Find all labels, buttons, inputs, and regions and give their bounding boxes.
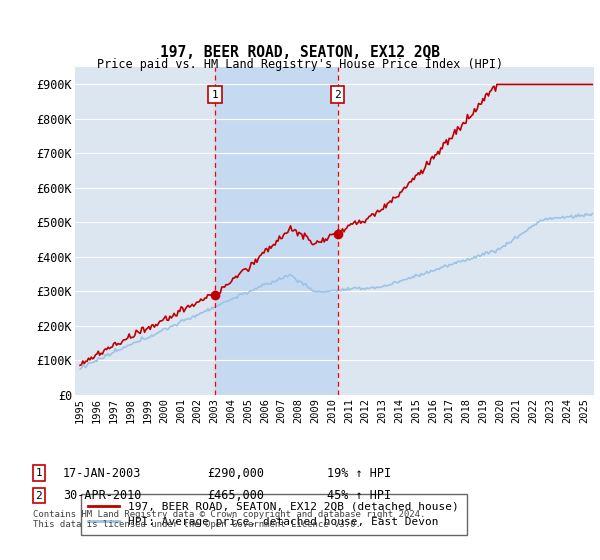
Text: 1: 1 — [212, 90, 218, 100]
Text: 2: 2 — [35, 491, 43, 501]
Text: £290,000: £290,000 — [207, 466, 264, 480]
Text: 1: 1 — [35, 468, 43, 478]
Text: 2: 2 — [334, 90, 341, 100]
Text: 19% ↑ HPI: 19% ↑ HPI — [327, 466, 391, 480]
Text: 197, BEER ROAD, SEATON, EX12 2QB: 197, BEER ROAD, SEATON, EX12 2QB — [160, 45, 440, 60]
Text: 30-APR-2010: 30-APR-2010 — [63, 489, 142, 502]
Bar — [215, 67, 338, 395]
Text: £465,000: £465,000 — [207, 489, 264, 502]
Text: 45% ↑ HPI: 45% ↑ HPI — [327, 489, 391, 502]
Legend: 197, BEER ROAD, SEATON, EX12 2QB (detached house), HPI: Average price, detached : 197, BEER ROAD, SEATON, EX12 2QB (detach… — [80, 494, 467, 535]
Text: 17-JAN-2003: 17-JAN-2003 — [63, 466, 142, 480]
Text: Contains HM Land Registry data © Crown copyright and database right 2024.
This d: Contains HM Land Registry data © Crown c… — [33, 510, 425, 529]
Text: Price paid vs. HM Land Registry's House Price Index (HPI): Price paid vs. HM Land Registry's House … — [97, 58, 503, 71]
